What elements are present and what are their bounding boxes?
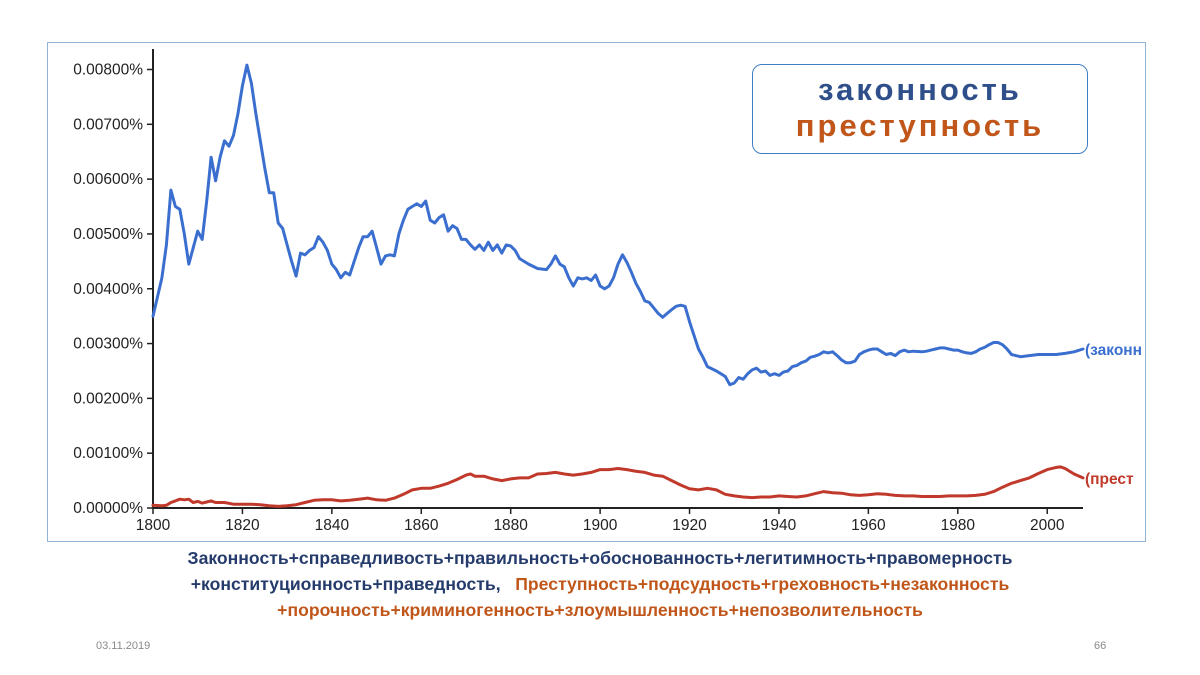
y-tick-label: 0.00000%	[73, 500, 143, 517]
x-tick-label: 1960	[851, 517, 886, 534]
x-tick-label: 1940	[762, 517, 797, 534]
x-tick-label: 1820	[225, 517, 260, 534]
x-tick-label: 1840	[315, 517, 350, 534]
footer-date: 03.11.2019	[96, 640, 151, 652]
legend-box: законность преступность	[752, 64, 1088, 154]
legend-entry-zakonnost: законность	[818, 72, 1022, 107]
caption-line-2-blue: +конституционность+праведность,	[190, 574, 501, 594]
y-tick-label: 0.00800%	[73, 62, 143, 79]
x-tick-label: 1800	[136, 517, 171, 534]
x-tick-label: 1860	[404, 517, 439, 534]
y-tick-label: 0.00300%	[73, 336, 143, 353]
y-tick-label: 0.00200%	[73, 390, 143, 407]
legend-entry-prestupnost: преступность	[795, 108, 1045, 143]
caption-line-1: Законность+справедливость+правильность+о…	[187, 548, 1013, 568]
caption-line-3: +порочность+криминогенность+злоумышленно…	[277, 600, 923, 620]
x-tick-label: 2000	[1030, 517, 1065, 534]
series-line-prestupnost	[151, 465, 1085, 508]
y-tick-label: 0.00600%	[73, 171, 143, 188]
y-tick-label: 0.00500%	[73, 226, 143, 243]
footer-page-number: 66	[1094, 640, 1107, 652]
line-chart: 0.00800% 0.00700% 0.00600% 0.00500% 0.00400%…	[73, 49, 1142, 534]
x-tick-label: 1980	[941, 517, 976, 534]
series-label-zakonnost: (законн	[1085, 342, 1142, 359]
x-tick-label: 1880	[493, 517, 528, 534]
y-tick-label: 0.00700%	[73, 116, 143, 133]
caption: Законность+справедливость+правильность+о…	[40, 545, 1160, 623]
caption-line-2: +конституционность+праведность, Преступн…	[40, 571, 1160, 597]
caption-line-2-orange: Преступность+подсудность+греховность+нез…	[515, 574, 1010, 594]
y-tick-label: 0.00100%	[73, 445, 143, 462]
series-label-prestupnost: (прест	[1085, 471, 1134, 488]
x-tick-label: 1920	[672, 517, 707, 534]
y-tick-label: 0.00400%	[73, 281, 143, 298]
x-tick-label: 1900	[583, 517, 618, 534]
series-line-zakonnost	[151, 63, 1085, 387]
